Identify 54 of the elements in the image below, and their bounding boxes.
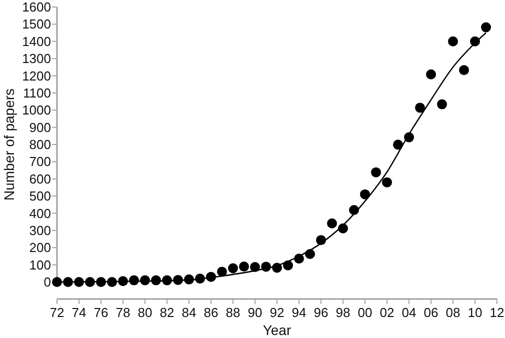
point	[360, 189, 370, 200]
x-tick-label: 10	[468, 305, 482, 320]
point	[415, 102, 425, 113]
x-tick-label: 88	[226, 305, 240, 320]
x-tick-label: 80	[138, 305, 152, 320]
y-tick-label: 800	[29, 137, 51, 152]
point	[327, 218, 337, 228]
y-tick-label: 1400	[22, 34, 51, 49]
y-tick-label: 1000	[22, 102, 51, 118]
x-tick-label: 72	[50, 305, 64, 320]
point	[371, 167, 381, 178]
x-tick-label: 84	[182, 305, 196, 320]
x-axis-title: Year	[262, 322, 292, 338]
x-tick-label: 12	[490, 305, 504, 320]
y-tick-label: 900	[29, 120, 51, 135]
point	[393, 140, 403, 150]
x-tick-label: 78	[116, 305, 130, 320]
x-tick-label: 02	[380, 305, 394, 320]
y-tick-label: 700	[29, 154, 51, 170]
point	[481, 22, 491, 32]
point	[217, 266, 227, 277]
y-tick-label: 0	[44, 274, 51, 290]
point	[448, 36, 458, 46]
x-tick-label: 04	[402, 305, 416, 320]
y-tick-label: 1600	[22, 0, 51, 15]
y-tick-label: 1300	[22, 51, 51, 66]
y-tick-label: 100	[29, 257, 51, 272]
y-tick-label: 1500	[22, 16, 51, 32]
x-tick-label: 74	[72, 305, 86, 320]
point	[437, 99, 447, 110]
y-tick-label: 600	[29, 171, 51, 186]
x-tick-label: 96	[314, 305, 328, 320]
y-tick-label: 1100	[23, 85, 51, 100]
y-tick-label: 400	[29, 206, 51, 221]
y-tick-label: 1200	[22, 68, 51, 84]
point	[228, 263, 238, 274]
y-tick-label: 200	[29, 240, 51, 256]
y-tick-label: 300	[29, 222, 51, 238]
x-tick-label: 06	[424, 305, 438, 320]
x-tick-label: 94	[292, 305, 306, 320]
point	[382, 177, 392, 188]
x-tick-label: 86	[204, 305, 218, 320]
point	[239, 262, 249, 272]
y-axis-title: Number of papers	[1, 88, 17, 201]
x-tick-label: 90	[248, 305, 262, 320]
x-tick-label: 76	[94, 305, 108, 320]
y-tick-label: 500	[29, 188, 51, 204]
x-tick-label: 08	[446, 305, 460, 320]
x-tick-label: 00	[358, 305, 372, 320]
x-tick-label: 82	[160, 305, 174, 320]
point	[459, 65, 469, 76]
x-tick-label: 98	[336, 305, 350, 320]
point	[426, 69, 436, 80]
x-tick-label: 92	[270, 305, 284, 320]
